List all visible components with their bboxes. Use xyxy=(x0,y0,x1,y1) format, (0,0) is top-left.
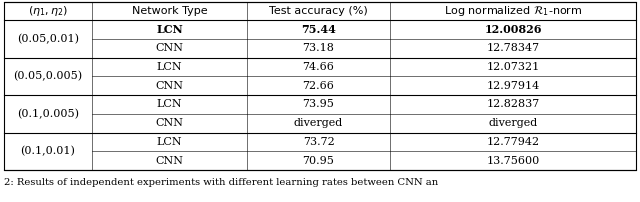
Text: 12.78347: 12.78347 xyxy=(486,43,540,53)
Text: CNN: CNN xyxy=(156,81,184,91)
Text: 12.97914: 12.97914 xyxy=(486,81,540,91)
Text: 73.95: 73.95 xyxy=(303,99,335,109)
Text: diverged: diverged xyxy=(488,118,538,128)
Text: CNN: CNN xyxy=(156,118,184,128)
Text: 12.07321: 12.07321 xyxy=(486,62,540,72)
Text: Network Type: Network Type xyxy=(132,6,207,16)
Text: $(\eta_1,\eta_2)$: $(\eta_1,\eta_2)$ xyxy=(28,4,68,18)
Text: 72.66: 72.66 xyxy=(303,81,335,91)
Text: LCN: LCN xyxy=(157,99,182,109)
Bar xyxy=(4,2,636,170)
Text: 75.44: 75.44 xyxy=(301,24,336,35)
Text: 73.72: 73.72 xyxy=(303,137,334,147)
Text: (0.1,0.005): (0.1,0.005) xyxy=(17,109,79,119)
Text: CNN: CNN xyxy=(156,43,184,53)
Text: Log normalized $\mathcal{R}_1$-norm: Log normalized $\mathcal{R}_1$-norm xyxy=(444,4,582,18)
Text: CNN: CNN xyxy=(156,156,184,166)
Text: 2: Results of independent experiments with different learning rates between CNN : 2: Results of independent experiments wi… xyxy=(4,178,438,187)
Text: LCN: LCN xyxy=(157,137,182,147)
Text: LCN: LCN xyxy=(157,62,182,72)
Text: diverged: diverged xyxy=(294,118,343,128)
Text: (0.05,0.005): (0.05,0.005) xyxy=(13,71,83,81)
Text: LCN: LCN xyxy=(156,24,183,35)
Text: 13.75600: 13.75600 xyxy=(486,156,540,166)
Text: 70.95: 70.95 xyxy=(303,156,335,166)
Text: 74.66: 74.66 xyxy=(303,62,335,72)
Text: 12.82837: 12.82837 xyxy=(486,99,540,109)
Text: (0.05,0.01): (0.05,0.01) xyxy=(17,34,79,44)
Text: Test accuracy (%): Test accuracy (%) xyxy=(269,6,368,16)
Text: 73.18: 73.18 xyxy=(303,43,335,53)
Text: (0.1,0.01): (0.1,0.01) xyxy=(20,146,76,156)
Text: 12.77942: 12.77942 xyxy=(486,137,540,147)
Text: 12.00826: 12.00826 xyxy=(484,24,541,35)
